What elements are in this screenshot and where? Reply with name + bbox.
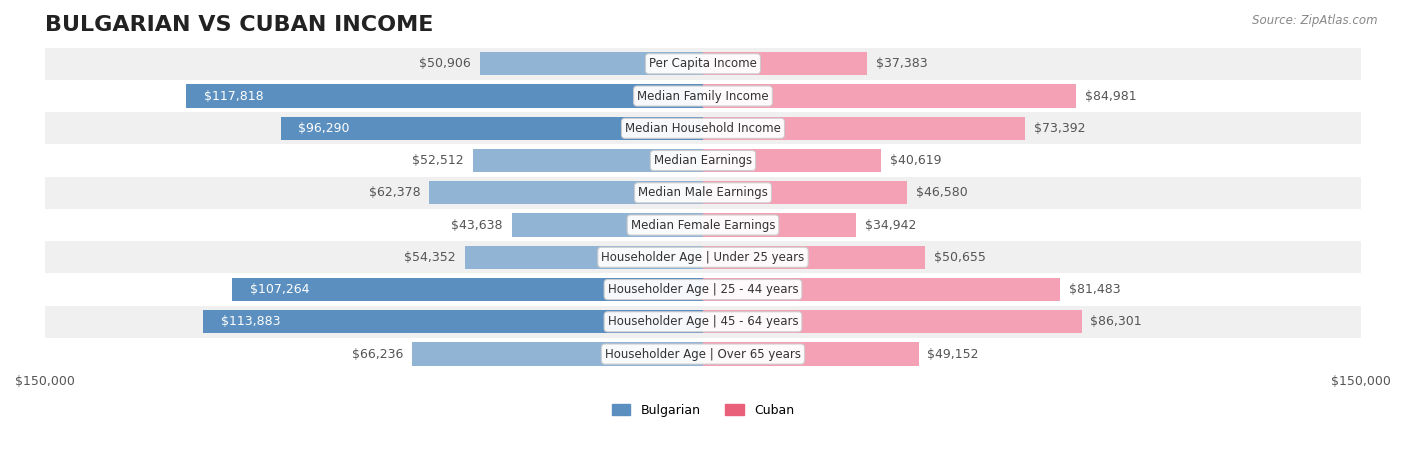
- Text: $86,301: $86,301: [1091, 315, 1142, 328]
- Bar: [512, 213, 703, 237]
- Text: Median Earnings: Median Earnings: [654, 154, 752, 167]
- Bar: [703, 213, 856, 237]
- Bar: [703, 278, 1060, 301]
- Text: Householder Age | 45 - 64 years: Householder Age | 45 - 64 years: [607, 315, 799, 328]
- Bar: [204, 310, 703, 333]
- Bar: [45, 144, 1361, 177]
- Text: Householder Age | Under 25 years: Householder Age | Under 25 years: [602, 251, 804, 264]
- Text: $81,483: $81,483: [1069, 283, 1121, 296]
- Text: $40,619: $40,619: [890, 154, 942, 167]
- Text: Householder Age | Over 65 years: Householder Age | Over 65 years: [605, 347, 801, 361]
- Text: Median Family Income: Median Family Income: [637, 90, 769, 103]
- Text: $107,264: $107,264: [250, 283, 309, 296]
- Bar: [45, 338, 1361, 370]
- Bar: [412, 342, 703, 366]
- Bar: [472, 149, 703, 172]
- Text: Householder Age | 25 - 44 years: Householder Age | 25 - 44 years: [607, 283, 799, 296]
- Bar: [703, 310, 1081, 333]
- Legend: Bulgarian, Cuban: Bulgarian, Cuban: [606, 399, 800, 422]
- Text: $62,378: $62,378: [368, 186, 420, 199]
- Text: $43,638: $43,638: [451, 219, 503, 232]
- Text: $46,580: $46,580: [917, 186, 967, 199]
- Text: $54,352: $54,352: [404, 251, 456, 264]
- Text: $73,392: $73,392: [1033, 122, 1085, 135]
- Bar: [703, 181, 907, 205]
- Bar: [45, 112, 1361, 144]
- Bar: [45, 241, 1361, 273]
- Text: $52,512: $52,512: [412, 154, 464, 167]
- Text: Median Household Income: Median Household Income: [626, 122, 780, 135]
- Bar: [45, 273, 1361, 306]
- Text: BULGARIAN VS CUBAN INCOME: BULGARIAN VS CUBAN INCOME: [45, 15, 433, 35]
- Bar: [45, 306, 1361, 338]
- Text: $50,655: $50,655: [934, 251, 986, 264]
- Bar: [232, 278, 703, 301]
- Bar: [703, 52, 868, 75]
- Text: $113,883: $113,883: [221, 315, 280, 328]
- Text: Median Male Earnings: Median Male Earnings: [638, 186, 768, 199]
- Bar: [703, 85, 1076, 108]
- Bar: [703, 342, 918, 366]
- Bar: [45, 80, 1361, 112]
- Text: Source: ZipAtlas.com: Source: ZipAtlas.com: [1253, 14, 1378, 27]
- Text: $96,290: $96,290: [298, 122, 350, 135]
- Text: $66,236: $66,236: [353, 347, 404, 361]
- Bar: [703, 246, 925, 269]
- Bar: [186, 85, 703, 108]
- Bar: [281, 117, 703, 140]
- Bar: [45, 48, 1361, 80]
- Bar: [464, 246, 703, 269]
- Bar: [429, 181, 703, 205]
- Text: $37,383: $37,383: [876, 57, 928, 71]
- Text: Per Capita Income: Per Capita Income: [650, 57, 756, 71]
- Text: $34,942: $34,942: [865, 219, 917, 232]
- Bar: [703, 117, 1025, 140]
- Bar: [479, 52, 703, 75]
- Text: $117,818: $117,818: [204, 90, 263, 103]
- Text: Median Female Earnings: Median Female Earnings: [631, 219, 775, 232]
- Text: $84,981: $84,981: [1084, 90, 1136, 103]
- Text: $50,906: $50,906: [419, 57, 471, 71]
- Bar: [45, 209, 1361, 241]
- Bar: [45, 177, 1361, 209]
- Bar: [703, 149, 882, 172]
- Text: $49,152: $49,152: [928, 347, 979, 361]
